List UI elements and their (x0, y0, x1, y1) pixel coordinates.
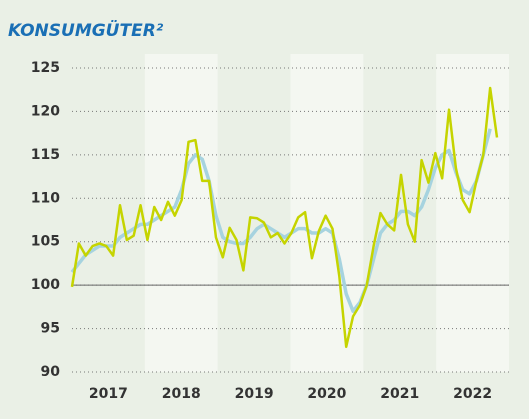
x-tick-label: 2021 (380, 386, 419, 402)
y-tick-label: 110 (31, 190, 60, 206)
x-tick-label: 2022 (453, 386, 492, 402)
y-tick-label: 90 (41, 364, 61, 380)
x-tick-label: 2018 (162, 386, 201, 402)
y-tick-label: 120 (31, 103, 60, 119)
x-tick-label: 2019 (235, 386, 274, 402)
x-tick-label: 2017 (89, 386, 128, 402)
x-tick-label: 2020 (307, 386, 346, 402)
y-tick-label: 125 (31, 60, 60, 76)
y-tick-label: 95 (41, 321, 60, 337)
y-tick-label: 105 (31, 234, 60, 250)
y-tick-label: 100 (31, 277, 60, 293)
year-band (144, 54, 218, 372)
line-series (70, 86, 499, 349)
chart-title: KONSUMGÜTER² (8, 19, 164, 41)
year-band (436, 54, 509, 372)
y-tick-label: 115 (31, 147, 60, 163)
line-series (70, 128, 492, 313)
